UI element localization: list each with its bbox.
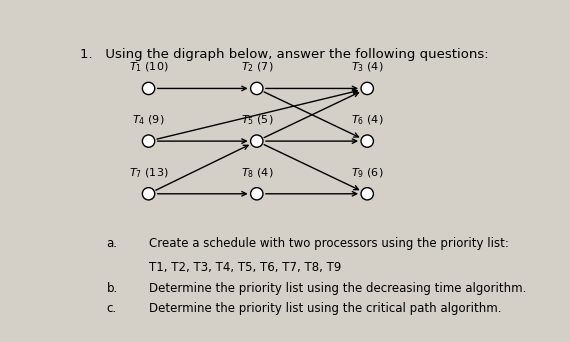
Ellipse shape xyxy=(251,82,263,95)
Text: b.: b. xyxy=(107,282,118,295)
Ellipse shape xyxy=(361,82,373,95)
Text: $\mathit{T}_{2}$ (7): $\mathit{T}_{2}$ (7) xyxy=(241,61,273,75)
Text: $\mathit{T}_{8}$ (4): $\mathit{T}_{8}$ (4) xyxy=(241,166,273,180)
Ellipse shape xyxy=(142,135,154,147)
Ellipse shape xyxy=(142,82,154,95)
Ellipse shape xyxy=(251,188,263,200)
Text: $\mathit{T}_{6}$ (4): $\mathit{T}_{6}$ (4) xyxy=(351,114,384,127)
Ellipse shape xyxy=(142,188,154,200)
Text: Determine the priority list using the decreasing time algorithm.: Determine the priority list using the de… xyxy=(149,282,526,295)
Ellipse shape xyxy=(361,188,373,200)
Text: 1.   Using the digraph below, answer the following questions:: 1. Using the digraph below, answer the f… xyxy=(80,48,488,61)
Text: a.: a. xyxy=(107,237,117,250)
Text: c.: c. xyxy=(107,302,117,315)
Ellipse shape xyxy=(251,135,263,147)
Text: T1, T2, T3, T4, T5, T6, T7, T8, T9: T1, T2, T3, T4, T5, T6, T7, T8, T9 xyxy=(149,261,341,274)
Text: Determine the priority list using the critical path algorithm.: Determine the priority list using the cr… xyxy=(149,302,501,315)
Text: $\mathit{T}_{9}$ (6): $\mathit{T}_{9}$ (6) xyxy=(351,166,384,180)
Text: Create a schedule with two processors using the priority list:: Create a schedule with two processors us… xyxy=(149,237,508,250)
Text: $\mathit{T}_{1}$ (10): $\mathit{T}_{1}$ (10) xyxy=(129,61,168,75)
Text: $\mathit{T}_{7}$ (13): $\mathit{T}_{7}$ (13) xyxy=(129,166,168,180)
Text: $\mathit{T}_{3}$ (4): $\mathit{T}_{3}$ (4) xyxy=(351,61,384,75)
Text: $\mathit{T}_{4}$ (9): $\mathit{T}_{4}$ (9) xyxy=(132,114,165,127)
Text: $\mathit{T}_{5}$ (5): $\mathit{T}_{5}$ (5) xyxy=(241,114,273,127)
Ellipse shape xyxy=(361,135,373,147)
